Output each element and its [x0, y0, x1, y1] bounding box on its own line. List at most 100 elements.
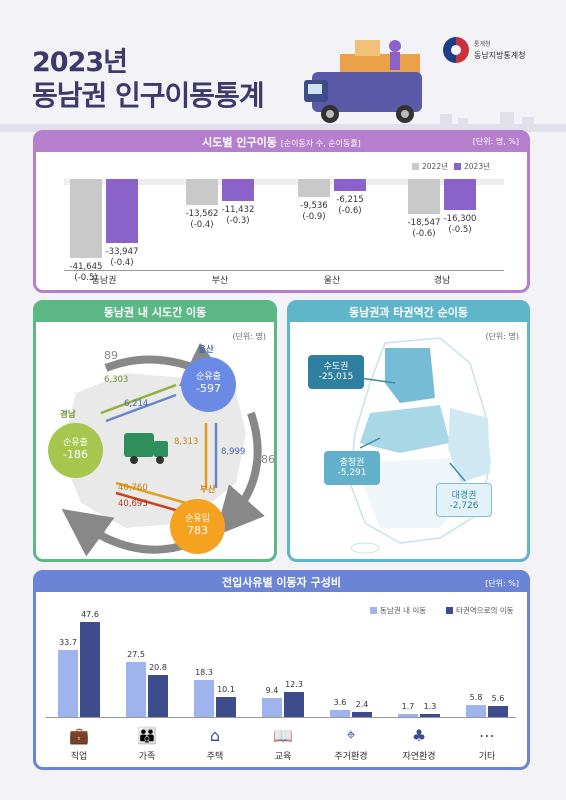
bar-other	[80, 621, 100, 717]
more-icon: ⋯	[479, 725, 495, 745]
flow-us-gn-value: 6,214	[124, 399, 149, 409]
bar-2022	[408, 179, 440, 215]
busan-status: 순유입	[185, 514, 210, 524]
rate-2022: (-0.9)	[302, 212, 326, 223]
panel-intra-region-migration: 동남권 내 시도간 이동 (단위: 명) 89 6,303 6,214 8,31…	[33, 300, 277, 562]
panel1-unit: [단위: 명, %]	[472, 137, 519, 146]
bar-within	[398, 713, 418, 717]
bar-2022	[70, 179, 102, 259]
busan-circle: 순유입 783	[170, 499, 225, 554]
gyeongnam-value: -186	[63, 448, 88, 461]
location-pin-icon: ⌖	[346, 725, 356, 744]
category-label: 주택	[206, 752, 224, 762]
panel1-header: 시도별 인구이동 [순이동자 수, 순이동률]	[33, 130, 530, 152]
flow-gn-bs-value: 40,760	[118, 483, 148, 493]
region-label: 부산	[211, 276, 229, 286]
region-label: 경남	[433, 276, 451, 286]
bar-value: 10.1	[217, 684, 235, 694]
page-title: 동남권 인구이동통계	[32, 79, 265, 112]
panel4-unit: [단위: %]	[485, 579, 519, 588]
region-label: 동남권	[91, 276, 117, 286]
org-small-label: 통계청	[474, 41, 491, 48]
bar-2022	[186, 179, 218, 205]
panel-reason-composition: 전입사유별 이동자 구성비 [단위: %] 동남권 내 이동 타권역으로의 이동…	[33, 570, 530, 770]
chart-axis	[46, 717, 516, 718]
region-daegyeong-value: -2,726	[449, 501, 479, 511]
baseline	[64, 179, 504, 185]
ulsan-circle: 순유출 -597	[181, 357, 236, 412]
bar-value: 5.6	[491, 693, 505, 703]
legend-within-swatch	[370, 607, 377, 614]
legend-within-label: 동남권 내 이동	[380, 606, 427, 615]
org-name: 동남지방통계청	[474, 51, 526, 60]
region-capital-value: -25,015	[318, 372, 354, 382]
bar-value: 5.8	[469, 693, 483, 703]
rate-2023: (-0.6)	[338, 205, 362, 216]
bar-other	[420, 714, 440, 717]
region-box-capital: 수도권 -25,015	[308, 355, 364, 389]
ulsan-status: 순유출	[196, 372, 221, 382]
flow-bs-gn-value: 40,693	[118, 499, 148, 509]
org-logo: 통계청 동남지방통계청	[443, 35, 548, 69]
bar-other	[352, 712, 372, 717]
government-seal-icon	[443, 37, 469, 63]
panel2-map	[61, 342, 265, 557]
bar-2023	[444, 179, 476, 210]
bar-other	[216, 696, 236, 717]
house-icon: ⌂	[209, 725, 221, 745]
moving-truck-illustration	[304, 40, 422, 123]
bar-within	[194, 680, 214, 717]
flow-bottom-value: 97	[94, 523, 108, 536]
flow-right-value: 686	[254, 453, 275, 466]
bar-2022	[298, 179, 330, 198]
bar-2023	[222, 179, 254, 201]
panel3-unit: (단위: 명)	[485, 332, 519, 341]
flow-us-bs-value: 8,999	[221, 447, 246, 457]
briefcase-icon: 💼	[69, 725, 89, 745]
value-2022: -18,547	[407, 218, 441, 229]
value-2023: -16,300	[443, 213, 477, 224]
rate-2022: (-0.6)	[412, 229, 436, 240]
bar-other	[284, 692, 304, 717]
axis-line	[64, 270, 504, 271]
category-label: 직업	[70, 752, 88, 762]
panel1-title: 시도별 인구이동	[202, 136, 277, 149]
flow-top-value: 89	[104, 349, 118, 362]
panel-net-migration-by-region: 시도별 인구이동 [순이동자 수, 순이동률] [단위: 명, %] 2022년…	[33, 130, 530, 293]
legend-2022-label: 2022년	[422, 162, 448, 171]
bar-value: 12.3	[285, 680, 303, 690]
panel2-title: 동남권 내 시도간 이동	[33, 300, 277, 322]
category-label: 가족	[138, 752, 156, 762]
category-label: 자연환경	[402, 752, 436, 762]
rate-2022: (-0.5)	[74, 273, 98, 284]
city-skyline-decoration	[0, 112, 566, 132]
region-label: 울산	[323, 276, 341, 286]
panel1-subtitle: [순이동자 수, 순이동률]	[280, 139, 361, 148]
gyeongnam-status: 순유출	[63, 438, 88, 448]
ulsan-value: -597	[196, 382, 221, 395]
bar-other	[488, 705, 508, 717]
family-icon: 👪	[137, 725, 157, 745]
ulsan-name: 울산	[198, 345, 214, 355]
bar-within	[126, 662, 146, 717]
bar-within	[58, 649, 78, 717]
value-2022: -41,645	[69, 262, 103, 273]
bar-value: 1.7	[401, 701, 415, 711]
region-chungcheong-name: 충청권	[339, 458, 365, 468]
value-2022: -9,536	[300, 201, 328, 212]
region-box-chungcheong: 충청권 -5,291	[324, 451, 380, 485]
bar-value: 20.8	[149, 663, 167, 673]
panel3-title: 동남권과 타권역간 순이동	[287, 300, 530, 322]
bar-value: 27.5	[127, 650, 145, 659]
panel2-unit: (단위: 명)	[232, 332, 266, 341]
gyeongnam-circle: 순유출 -186	[48, 423, 103, 478]
rate-2023: (-0.3)	[226, 215, 250, 226]
region-capital-name: 수도권	[323, 362, 349, 372]
bar-value: 47.6	[81, 609, 99, 619]
value-2023: -11,432	[221, 204, 255, 215]
category-label: 주거환경	[334, 752, 368, 762]
category-label: 기타	[478, 752, 496, 762]
bar-value: 2.4	[355, 700, 369, 710]
legend-other-swatch	[446, 607, 453, 614]
bar-2023	[106, 179, 138, 244]
